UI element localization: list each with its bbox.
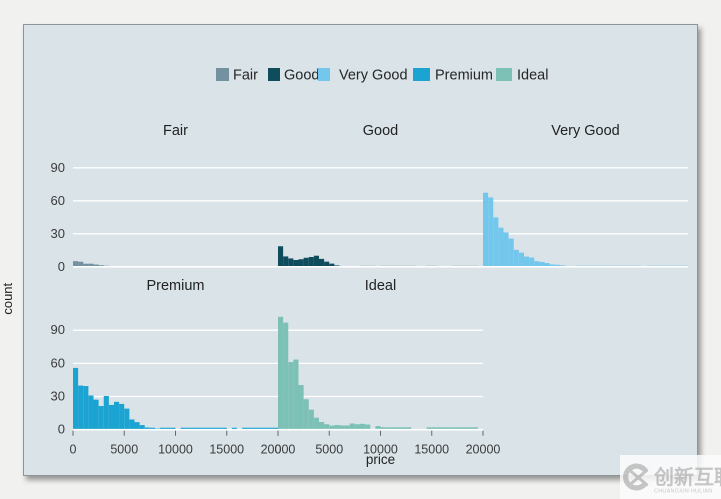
svg-text:Ideal: Ideal	[365, 278, 396, 294]
svg-text:Very Good: Very Good	[551, 123, 620, 139]
svg-text:CHUANGXIN HULIAN: CHUANGXIN HULIAN	[654, 489, 712, 495]
svg-text:Premium: Premium	[146, 278, 204, 294]
svg-text:Ideal: Ideal	[517, 68, 548, 84]
svg-text:90: 90	[51, 160, 65, 175]
svg-text:price: price	[366, 452, 395, 467]
svg-text:count: count	[0, 282, 15, 314]
svg-text:90: 90	[51, 322, 65, 337]
svg-text:30: 30	[51, 226, 65, 241]
svg-text:Fair: Fair	[233, 68, 258, 84]
svg-text:5000: 5000	[110, 443, 138, 457]
svg-text:Good: Good	[284, 68, 319, 84]
svg-text:Premium: Premium	[435, 68, 493, 84]
svg-text:Good: Good	[363, 123, 398, 139]
svg-text:20000: 20000	[466, 443, 501, 457]
svg-text:创新互联: 创新互联	[653, 465, 721, 489]
svg-text:15000: 15000	[414, 443, 449, 457]
svg-text:Very Good: Very Good	[339, 68, 408, 84]
svg-text:Fair: Fair	[163, 123, 188, 139]
svg-text:0: 0	[275, 443, 282, 457]
svg-text:5000: 5000	[315, 443, 343, 457]
svg-text:0: 0	[58, 259, 65, 274]
svg-text:60: 60	[51, 193, 65, 208]
svg-text:0: 0	[58, 422, 65, 437]
svg-text:60: 60	[51, 355, 65, 370]
svg-text:0: 0	[70, 443, 77, 457]
svg-text:10000: 10000	[158, 443, 193, 457]
svg-text:30: 30	[51, 389, 65, 404]
svg-text:15000: 15000	[209, 443, 244, 457]
